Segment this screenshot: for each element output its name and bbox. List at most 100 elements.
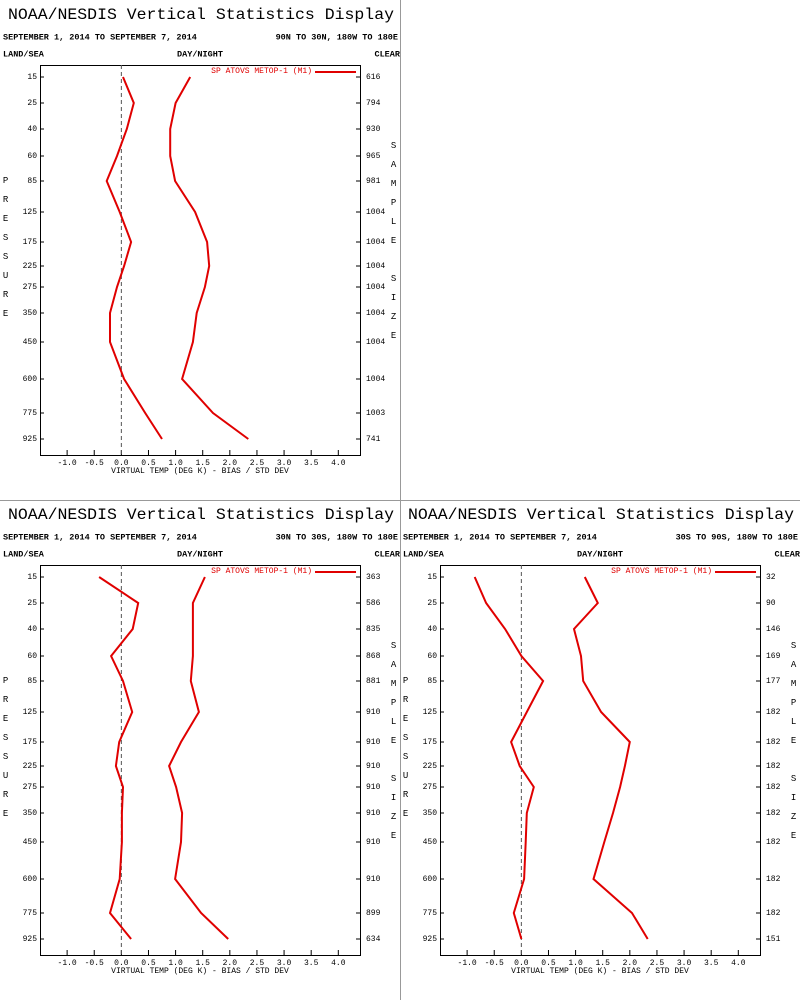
sample-size-label: 910 — [366, 708, 381, 717]
y-tick-label: 350 — [23, 309, 38, 318]
legend-label: SP ATOVS METOP-1 (M1) — [611, 567, 712, 576]
region: 90N TO 30N, 180W TO 180E — [276, 32, 398, 42]
x-tick-label: 4.0 — [331, 959, 346, 968]
y2-axis-label: SAMPLE SIZE — [389, 641, 399, 850]
legend-label: SP ATOVS METOP-1 (M1) — [211, 67, 312, 76]
chart-title: NOAA/NESDIS Vertical Statistics Display — [408, 506, 794, 524]
x-tick-label: 3.5 — [304, 959, 319, 968]
subtitle: SEPTEMBER 1, 2014 TO SEPTEMBER 7, 2014 — [403, 532, 597, 542]
sample-size-label: 881 — [366, 677, 381, 686]
x-tick-label: 1.0 — [168, 459, 183, 468]
sample-size-label: 182 — [766, 738, 781, 747]
legend-label: SP ATOVS METOP-1 (M1) — [211, 567, 312, 576]
y-tick-label: 25 — [427, 599, 437, 608]
day-night: DAY/NIGHT — [577, 549, 623, 559]
y-tick-label: 350 — [423, 809, 438, 818]
sample-size-label: 910 — [366, 875, 381, 884]
land-sea: LAND/SEA — [3, 49, 45, 59]
y-tick-label: 60 — [427, 652, 437, 661]
sample-size-label: 1004 — [366, 309, 385, 318]
x-tick-label: 3.0 — [277, 959, 292, 968]
sample-size-label: 90 — [766, 599, 776, 608]
sample-size-label: 32 — [766, 573, 776, 582]
y-tick-label: 40 — [27, 125, 37, 134]
sample-size-label: 910 — [366, 762, 381, 771]
sample-size-label: 1004 — [366, 262, 385, 271]
y-tick-label: 600 — [23, 375, 38, 384]
series-line — [572, 576, 649, 940]
x-tick-label: 2.0 — [623, 959, 638, 968]
y-tick-label: 15 — [27, 73, 37, 82]
series-line — [473, 576, 545, 940]
y2-axis-label: SAMPLE SIZE — [389, 141, 399, 350]
sample-size-label: 1004 — [366, 338, 385, 347]
x-tick-label: 2.5 — [250, 459, 265, 468]
x-tick-label: -1.0 — [58, 459, 77, 468]
sample-size-label: 182 — [766, 909, 781, 918]
x-axis-label: VIRTUAL TEMP (DEG K) - BIAS / STD DEV — [111, 967, 289, 976]
y-tick-label: 275 — [423, 783, 438, 792]
x-tick-label: 0.0 — [514, 959, 529, 968]
sample-size-label: 910 — [366, 838, 381, 847]
x-tick-label: 3.5 — [304, 459, 319, 468]
y-tick-label: 85 — [427, 677, 437, 686]
y-tick-label: 350 — [23, 809, 38, 818]
y-tick-label: 925 — [423, 935, 438, 944]
sample-size-label: 981 — [366, 177, 381, 186]
plot-frame — [440, 565, 761, 956]
land-sea: LAND/SEA — [3, 549, 45, 559]
x-tick-label: 0.0 — [114, 959, 129, 968]
series-line — [169, 76, 249, 440]
x-tick-label: 2.5 — [250, 959, 265, 968]
sample-size-label: 794 — [366, 99, 381, 108]
subtitle: SEPTEMBER 1, 2014 TO SEPTEMBER 7, 2014 — [3, 32, 197, 42]
y-tick-label: 125 — [23, 208, 38, 217]
x-tick-label: -1.0 — [58, 959, 77, 968]
plot-frame — [40, 565, 361, 956]
sample-size-label: 1004 — [366, 283, 385, 292]
sample-size-label: 182 — [766, 809, 781, 818]
x-tick-label: 0.0 — [114, 459, 129, 468]
y-tick-label: 60 — [27, 652, 37, 661]
x-tick-label: 1.5 — [196, 459, 211, 468]
y-tick-label: 15 — [427, 573, 437, 582]
y-tick-label: 25 — [27, 599, 37, 608]
x-tick-label: -0.5 — [85, 459, 104, 468]
x-tick-label: -1.0 — [458, 959, 477, 968]
x-tick-label: 4.0 — [731, 959, 746, 968]
sample-size-label: 586 — [366, 599, 381, 608]
x-tick-label: 3.5 — [704, 959, 719, 968]
y-tick-label: 775 — [23, 409, 38, 418]
x-tick-label: 3.0 — [277, 459, 292, 468]
sample-size-label: 1003 — [366, 409, 385, 418]
y-tick-label: 40 — [427, 625, 437, 634]
y-tick-label: 450 — [23, 838, 38, 847]
y-tick-label: 450 — [423, 838, 438, 847]
y-tick-label: 600 — [423, 875, 438, 884]
sample-size-label: 616 — [366, 73, 381, 82]
sample-size-label: 1004 — [366, 375, 385, 384]
x-tick-label: 2.0 — [223, 459, 238, 468]
sample-size-label: 899 — [366, 909, 381, 918]
chart-panel: NOAA/NESDIS Vertical Statistics Display S… — [1, 6, 401, 476]
sample-size-label: 182 — [766, 762, 781, 771]
y-tick-label: 925 — [23, 935, 38, 944]
x-tick-label: 1.0 — [568, 959, 583, 968]
sample-size-label: 182 — [766, 783, 781, 792]
y-tick-label: 15 — [27, 573, 37, 582]
y-tick-label: 25 — [27, 99, 37, 108]
clear: CLEAR — [374, 49, 400, 59]
y-tick-label: 775 — [423, 909, 438, 918]
sample-size-label: 146 — [766, 625, 781, 634]
sample-size-label: 1004 — [366, 238, 385, 247]
x-tick-label: 2.5 — [650, 959, 665, 968]
y-tick-label: 60 — [27, 152, 37, 161]
y-tick-label: 450 — [23, 338, 38, 347]
y-axis-label: PRESSURE — [1, 176, 11, 328]
y-axis-label: PRESSURE — [401, 676, 411, 828]
sample-size-label: 910 — [366, 809, 381, 818]
y-tick-label: 275 — [23, 283, 38, 292]
y-tick-label: 125 — [23, 708, 38, 717]
y-tick-label: 600 — [23, 875, 38, 884]
plot-frame — [40, 65, 361, 456]
